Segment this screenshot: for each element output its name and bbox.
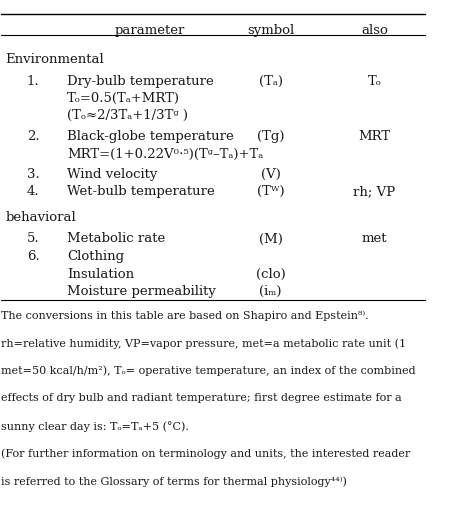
Text: 5.: 5. (27, 232, 39, 246)
Text: (Tg): (Tg) (257, 130, 284, 143)
Text: The conversions in this table are based on Shapiro and Epstein⁸⁾.: The conversions in this table are based … (1, 310, 369, 321)
Text: met=50 kcal/h/m²), Tₒ= operative temperature, an index of the combined: met=50 kcal/h/m²), Tₒ= operative tempera… (1, 366, 416, 376)
Text: is referred to the Glossary of terms for thermal physiology⁴⁴⁾): is referred to the Glossary of terms for… (1, 476, 347, 487)
Text: (Tₐ): (Tₐ) (259, 75, 283, 88)
Text: rh; VP: rh; VP (353, 186, 396, 198)
Text: rh=relative humidity, VP=vapor pressure, met=a metabolic rate unit (1: rh=relative humidity, VP=vapor pressure,… (1, 338, 407, 349)
Text: Metabolic rate: Metabolic rate (67, 232, 165, 246)
Text: 4.: 4. (27, 186, 39, 198)
Text: Dry-bulb temperature: Dry-bulb temperature (67, 75, 214, 88)
Text: Insulation: Insulation (67, 268, 134, 281)
Text: (iₘ): (iₘ) (259, 285, 282, 298)
Text: sunny clear day is: Tₒ=Tₐ+5 (°C).: sunny clear day is: Tₒ=Tₐ+5 (°C). (1, 421, 189, 432)
Text: MRT=(1+0.22V⁰⋅⁵)(Tᵍ–Tₐ)+Tₐ: MRT=(1+0.22V⁰⋅⁵)(Tᵍ–Tₐ)+Tₐ (67, 148, 264, 160)
Text: (Tᵂ): (Tᵂ) (257, 186, 284, 198)
Text: also: also (361, 24, 388, 38)
Text: 2.: 2. (27, 130, 39, 143)
Text: Black-globe temperature: Black-globe temperature (67, 130, 234, 143)
Text: 3.: 3. (27, 168, 39, 180)
Text: Wet-bulb temperature: Wet-bulb temperature (67, 186, 215, 198)
Text: effects of dry bulb and radiant temperature; first degree estimate for a: effects of dry bulb and radiant temperat… (1, 394, 402, 403)
Text: 1.: 1. (27, 75, 39, 88)
Text: Wind velocity: Wind velocity (67, 168, 157, 180)
Text: (M): (M) (259, 232, 283, 246)
Text: Tₒ=0.5(Tₐ+MRT): Tₒ=0.5(Tₐ+MRT) (67, 93, 180, 105)
Text: (For further information on terminology and units, the interested reader: (For further information on terminology … (1, 449, 410, 460)
Text: (clo): (clo) (255, 268, 285, 281)
Text: behavioral: behavioral (6, 211, 76, 224)
Text: MRT: MRT (358, 130, 391, 143)
Text: Moisture permeability: Moisture permeability (67, 285, 216, 298)
Text: Tₒ: Tₒ (367, 75, 382, 88)
Text: parameter: parameter (115, 24, 185, 38)
Text: Clothing: Clothing (67, 250, 124, 263)
Text: symbol: symbol (247, 24, 294, 38)
Text: Environmental: Environmental (6, 52, 104, 65)
Text: met: met (362, 232, 387, 246)
Text: (Tₒ≈2/3Tₐ+1/3Tᵍ ): (Tₒ≈2/3Tₐ+1/3Tᵍ ) (67, 109, 188, 122)
Text: 6.: 6. (27, 250, 39, 263)
Text: (V): (V) (261, 168, 281, 180)
